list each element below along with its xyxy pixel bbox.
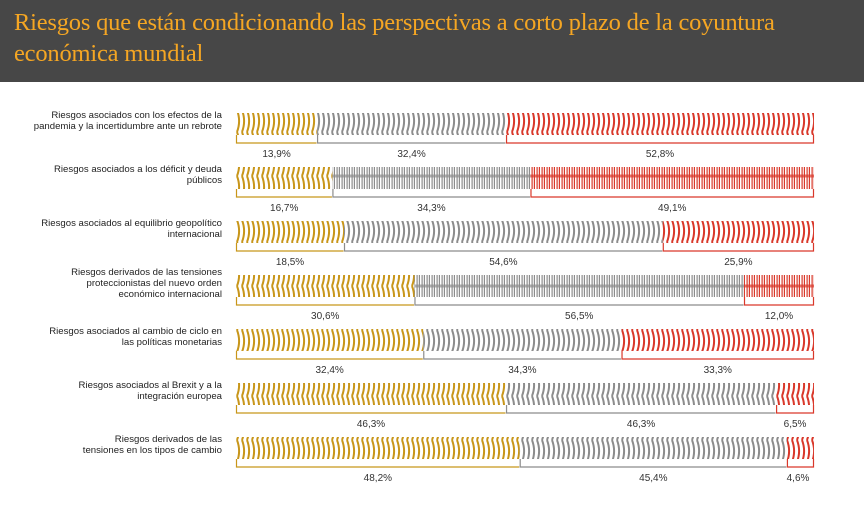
segment-bracket [519,459,787,468]
chart-title: Riesgos que están condicionando las pers… [14,9,775,67]
category-label-line: pandemia y la incertidumbre ante un rebr… [33,121,222,132]
segment-bracket [662,243,815,252]
bar-segment-2 [414,275,745,297]
category-label-line: tensiones en los tipos de cambio [82,445,222,456]
bar-segment-1 [236,437,520,459]
data-label: 52,8% [645,149,675,160]
bar-segment-2 [332,167,531,189]
bar-segment-2 [317,113,507,135]
bar-segment-3 [621,329,814,351]
data-label: 32,4% [315,365,344,376]
data-label: 46,3% [356,419,386,430]
bar-segment-1 [236,383,507,405]
bar-segment-2 [344,221,663,243]
segment-bracket [621,351,815,360]
segment-bracket [235,351,423,360]
segment-bracket [423,351,622,360]
data-label: 32,4% [397,149,426,160]
bar-segment-1 [236,329,424,351]
bar-segment-3 [776,383,814,405]
data-label: 34,3% [508,365,537,376]
data-label: 49,1% [658,203,687,214]
data-label: 45,4% [639,473,668,484]
category-label-line: Riesgos derivados de las [114,434,222,445]
category-label-line: Riesgos derivados de las tensiones [71,266,222,278]
data-label: 30,6% [311,311,340,322]
category-label-line: integración europea [137,391,222,402]
bar-row [235,275,815,306]
category-label-line: internacional [167,229,222,240]
category-label-line: proteccionistas del nuevo orden [86,277,222,289]
data-label: 54,6% [489,257,518,268]
category-label-line: Riesgos asociados a los déficit y deuda [54,164,222,175]
category-label-line: Riesgos asociados al equilibrio geopolít… [41,218,222,229]
category-label-line: económico internacional [118,288,222,300]
bar-segment-1 [236,275,415,297]
segment-bracket [743,297,815,306]
category-label-line: públicos [186,175,222,186]
category-label: Riesgos asociados a los déficit y deuda p… [0,164,222,186]
category-label: Riesgos asociados al equilibrio geopolít… [0,218,222,240]
bar-row [235,221,815,252]
segment-bracket [505,405,776,414]
segment-bracket [332,189,530,198]
data-label: 56,5% [565,311,594,322]
category-label: Riesgos derivados de las tensiones protec… [0,267,222,300]
segment-bracket [235,297,414,306]
category-label: Riesgos asociados al Brexit y a la integr… [0,380,222,402]
bar-segment-3 [744,275,814,297]
bar-row [235,167,815,198]
data-label: 6,5% [783,419,807,430]
data-label: 25,9% [724,257,753,268]
segment-bracket [775,405,815,414]
segment-bracket [530,189,815,198]
bar-segment-2 [519,437,787,459]
bar-segment-1 [236,167,333,189]
data-label: 48,2% [363,473,393,484]
bar-row [235,113,815,144]
bar-segment-2 [423,329,622,351]
bar-segment-3 [506,113,814,135]
segment-bracket [235,243,344,252]
data-label: 46,3% [626,419,656,430]
data-label: 34,3% [417,203,446,214]
bar-segment-1 [236,221,345,243]
bar-segment-3 [786,437,814,459]
category-label-line: Riesgos asociados al cambio de ciclo en [49,326,222,337]
category-label: Riesgos asociados con los efectos de la p… [0,110,222,132]
category-label-line: las políticas monetarias [121,337,222,348]
data-label: 33,3% [703,365,732,376]
bar-segment-3 [530,167,814,189]
bar-segment-1 [236,113,318,135]
bar-segment-3 [662,221,814,243]
data-label: 16,7% [270,203,299,214]
data-label: 4,6% [786,473,810,484]
segment-bracket [235,459,520,468]
segment-bracket [235,405,506,414]
segment-bracket [505,135,815,144]
bar-row [235,383,815,414]
category-label: Riesgos derivados de las tensiones en los… [0,434,222,456]
segment-bracket [786,459,815,468]
bar-row [235,329,815,360]
header-banner: Riesgos que están condicionando las pers… [0,0,864,82]
bar-row [235,437,815,468]
data-label: 13,9% [262,149,291,160]
category-label-line: Riesgos asociados al Brexit y a la [78,380,222,391]
segment-bracket [235,189,332,198]
segment-bracket [316,135,506,144]
category-label: Riesgos asociados al cambio de ciclo en l… [0,326,222,348]
bar-segment-2 [506,383,777,405]
segment-bracket [414,297,744,306]
data-label: 18,5% [275,257,305,268]
data-label: 12,0% [764,311,794,322]
segment-bracket [235,135,317,144]
category-label-line: Riesgos asociados con los efectos de la [51,110,222,121]
segment-bracket [343,243,663,252]
